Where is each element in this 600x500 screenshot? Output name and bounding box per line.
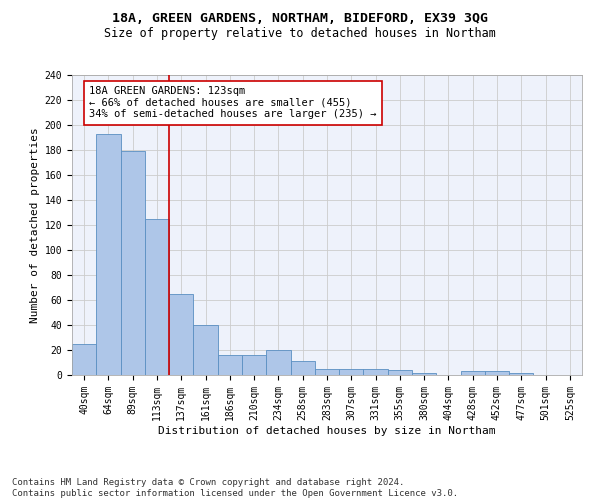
Bar — [412, 372, 436, 375]
Bar — [461, 371, 485, 375]
Bar — [145, 219, 169, 375]
Bar — [218, 355, 242, 375]
Bar — [290, 361, 315, 375]
Text: 18A GREEN GARDENS: 123sqm
← 66% of detached houses are smaller (455)
34% of semi: 18A GREEN GARDENS: 123sqm ← 66% of detac… — [89, 86, 377, 120]
Bar — [266, 350, 290, 375]
X-axis label: Distribution of detached houses by size in Northam: Distribution of detached houses by size … — [158, 426, 496, 436]
Bar — [315, 369, 339, 375]
Bar — [169, 294, 193, 375]
Bar — [364, 369, 388, 375]
Y-axis label: Number of detached properties: Number of detached properties — [31, 127, 40, 323]
Text: Size of property relative to detached houses in Northam: Size of property relative to detached ho… — [104, 28, 496, 40]
Bar — [242, 355, 266, 375]
Bar — [485, 371, 509, 375]
Bar — [509, 372, 533, 375]
Bar — [193, 325, 218, 375]
Text: 18A, GREEN GARDENS, NORTHAM, BIDEFORD, EX39 3QG: 18A, GREEN GARDENS, NORTHAM, BIDEFORD, E… — [112, 12, 488, 26]
Bar — [72, 344, 96, 375]
Bar — [96, 134, 121, 375]
Bar — [339, 369, 364, 375]
Bar — [388, 370, 412, 375]
Text: Contains HM Land Registry data © Crown copyright and database right 2024.
Contai: Contains HM Land Registry data © Crown c… — [12, 478, 458, 498]
Bar — [121, 151, 145, 375]
